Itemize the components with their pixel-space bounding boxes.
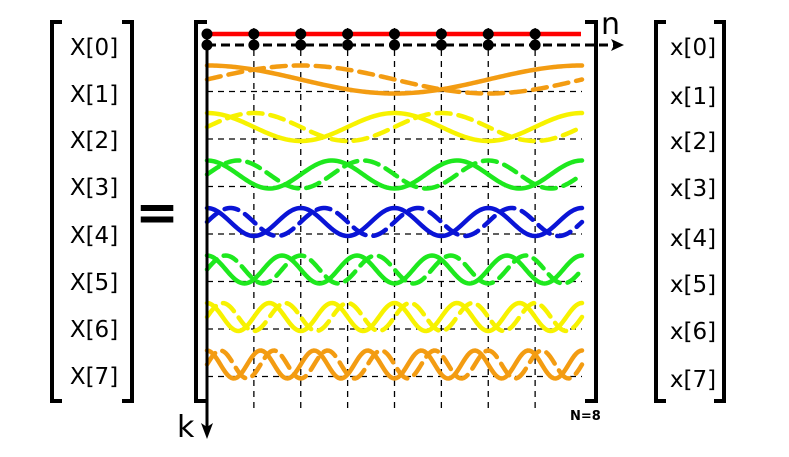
size-note: N=8: [570, 409, 601, 424]
rhs-label-7: x[7]: [670, 367, 716, 393]
rhs-label-4: x[4]: [670, 226, 716, 252]
row-4-cosine-wave: [204, 205, 585, 239]
sample-dot-upper: [248, 28, 260, 40]
rhs-label-1: x[1]: [670, 84, 716, 110]
lhs-label-1: X[1]: [70, 82, 118, 108]
rhs-label-0: x[0]: [670, 35, 716, 61]
row-2-cosine-wave: [204, 110, 585, 144]
row-6-sine-wave: [204, 300, 585, 334]
n-axis-arrowhead: [611, 39, 624, 51]
rhs-label-6: x[6]: [670, 319, 716, 345]
sample-dot-lower: [435, 39, 447, 51]
sample-dot-upper: [389, 28, 400, 40]
sample-dot-upper: [435, 28, 447, 40]
row-3-cosine-wave: [204, 158, 585, 191]
sample-dot-upper: [529, 28, 541, 40]
k-axis-arrowhead: [201, 423, 213, 439]
rhs-label-2: x[2]: [670, 129, 716, 155]
equals-sign: =: [135, 183, 179, 243]
matrix-right-bracket: [585, 20, 598, 403]
lhs-label-5: X[5]: [70, 270, 118, 296]
matrix-left-bracket: [194, 20, 207, 403]
row-1-cosine-wave: [204, 63, 585, 96]
row-7-cosine-wave: [204, 348, 585, 381]
row-5-cosine-wave: [204, 253, 585, 286]
row-4-sine-wave: [204, 205, 585, 239]
row-6-cosine-wave: [204, 300, 585, 334]
sample-dot-upper: [295, 28, 307, 40]
row-1-sine-wave: [204, 63, 585, 96]
lhs-label-6: X[6]: [70, 317, 118, 343]
sample-dots: [201, 28, 541, 51]
lhs-label-4: X[4]: [70, 223, 118, 249]
rhs-label-3: x[3]: [670, 176, 716, 202]
sample-dot-upper: [342, 28, 354, 40]
row-3-sine-wave: [204, 158, 585, 191]
lhs-label-3: X[3]: [70, 175, 118, 201]
row-7-sine-wave: [204, 348, 585, 381]
rhs-label-5: x[5]: [670, 272, 716, 298]
n-axis-label: n: [601, 7, 620, 42]
lhs-label-0: X[0]: [70, 35, 118, 61]
sample-dot-upper: [201, 28, 213, 40]
left-vector-left-bracket: [50, 20, 62, 403]
left-vector-right-bracket: [122, 20, 134, 403]
right-vector-right-bracket: [714, 20, 726, 403]
k-axis-label: k: [177, 410, 195, 445]
row-5-sine-wave: [204, 253, 585, 286]
row-2-sine-wave: [204, 110, 585, 144]
lhs-label-7: X[7]: [70, 364, 118, 390]
sample-dot-upper: [482, 28, 494, 40]
right-vector-left-bracket: [654, 20, 666, 403]
lhs-label-2: X[2]: [70, 128, 118, 154]
sample-dot-lower: [295, 39, 307, 51]
basis-waves: [204, 63, 585, 381]
